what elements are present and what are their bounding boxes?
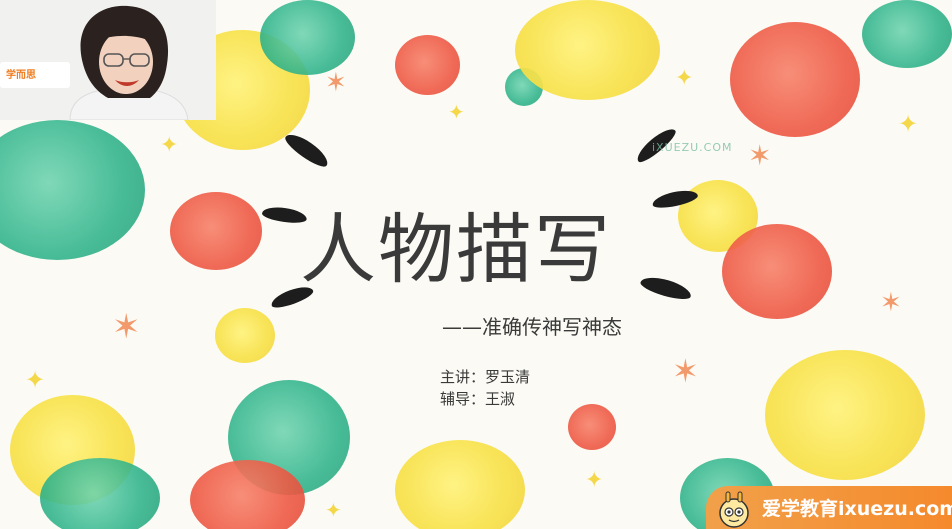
red-dot — [730, 22, 860, 137]
sparkle-star-icon: ✦ — [898, 110, 919, 138]
sparkle-star-icon: ✦ — [585, 468, 604, 493]
green-dot — [260, 0, 355, 75]
sparkle-star-icon: ✦ — [675, 66, 694, 91]
yellow-dot — [765, 350, 925, 480]
red-dot — [722, 224, 832, 319]
presenter-figure — [69, 5, 189, 120]
yellow-dot — [215, 308, 275, 363]
red-dot — [190, 460, 305, 529]
sparkle-star-icon: ✶ — [672, 352, 699, 390]
logo-banner: 学而思 — [0, 62, 70, 88]
sparkle-star-icon: ✦ — [325, 498, 342, 522]
yellow-dot — [395, 440, 525, 529]
sparkle-star-icon: ✶ — [325, 68, 347, 98]
sparkle-star-icon: ✦ — [25, 366, 46, 394]
red-dot — [395, 35, 460, 95]
brush-stroke — [638, 273, 694, 303]
webcam-overlay: 学而思 — [0, 0, 216, 120]
red-dot — [568, 404, 616, 450]
speaker-credit: 主讲：罗玉清 — [440, 368, 531, 386]
yellow-dot — [515, 0, 660, 100]
watermark-text: iXUEZU.COM — [652, 141, 733, 154]
sparkle-star-icon: ✦ — [160, 133, 179, 158]
green-dot — [862, 0, 952, 68]
sparkle-star-icon: ✶ — [880, 288, 902, 318]
red-dot — [170, 192, 262, 270]
brand-badge: 爱学教育ixuezu.com — [706, 486, 952, 529]
slide-subtitle: ——准确传神写神态 — [442, 315, 622, 339]
sparkle-star-icon: ✦ — [448, 100, 465, 124]
slide-title: 人物描写 — [300, 205, 612, 294]
giraffe-mascot-icon — [719, 491, 749, 528]
sparkle-star-icon: ✶ — [112, 307, 141, 347]
brush-stroke — [281, 129, 333, 171]
assistant-credit: 辅导：王淑 — [440, 390, 516, 408]
logo-text: 学而思 — [6, 70, 36, 81]
green-dot — [0, 120, 145, 260]
sparkle-star-icon: ✶ — [748, 139, 772, 172]
green-dot — [40, 458, 160, 529]
brand-badge-text: 爱学教育ixuezu.com — [762, 498, 952, 520]
